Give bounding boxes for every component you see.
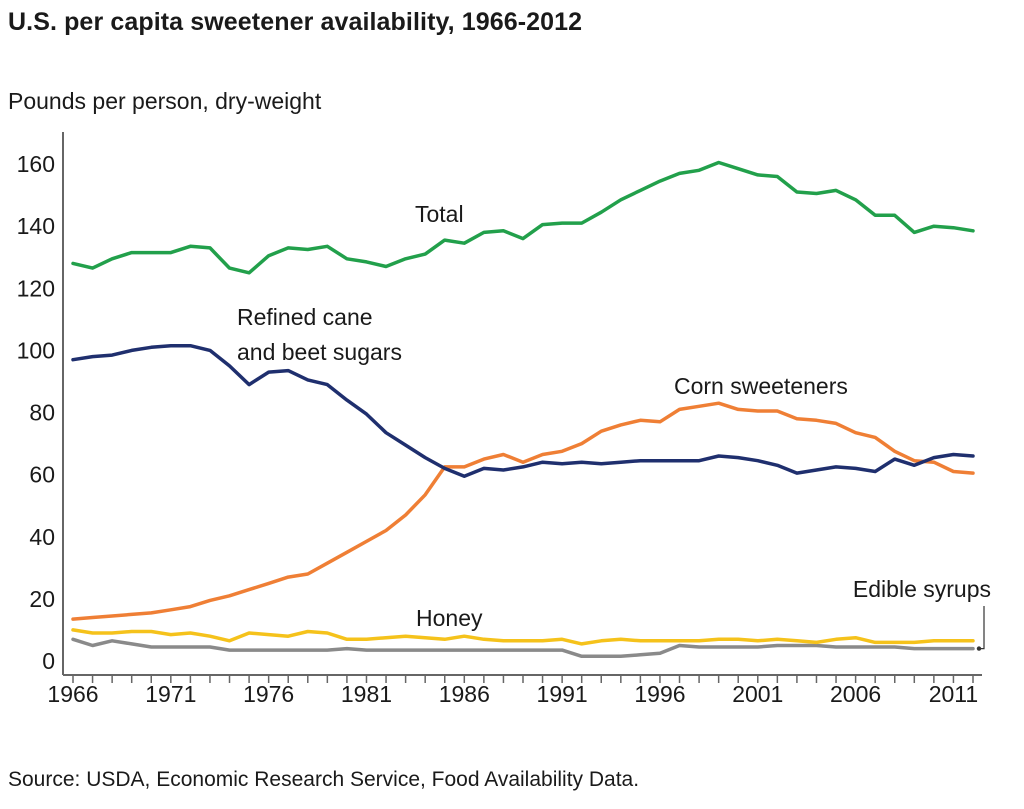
label-total: Total xyxy=(415,201,464,227)
y-tick-label: 60 xyxy=(29,462,55,488)
series-line-edible-syrups xyxy=(71,637,975,659)
y-axis-label: Pounds per person, dry-weight xyxy=(8,88,322,114)
y-tick-label: 100 xyxy=(17,337,55,363)
series-line-corn-sweeteners xyxy=(71,401,975,621)
x-tick-label: 1976 xyxy=(243,681,294,707)
x-tick-label: 2001 xyxy=(732,681,783,707)
edible-syrups-leader-dot xyxy=(976,646,982,651)
x-tick-label: 1986 xyxy=(439,681,490,707)
series-labels: Total Refined cane and beet sugars Corn swe… xyxy=(237,201,991,651)
x-tick-label: 2011 xyxy=(929,681,978,707)
x-tick-label: 1981 xyxy=(341,681,392,707)
y-tick-label: 80 xyxy=(29,400,55,426)
label-refined-sugars-line1: Refined cane xyxy=(237,304,373,330)
y-tick-label: 0 xyxy=(42,648,55,674)
series-lines xyxy=(71,160,975,659)
y-tick-label: 40 xyxy=(29,524,55,550)
y-tick-label: 160 xyxy=(17,151,55,177)
y-tick-label: 140 xyxy=(17,213,55,239)
label-edible-syrups: Edible syrups xyxy=(853,576,991,602)
edible-syrups-leader-line xyxy=(979,606,985,650)
source-note: Source: USDA, Economic Research Service,… xyxy=(8,768,640,791)
axes: 0 20 40 60 80 100 120 140 160 1966 1971 1976 1981 198… xyxy=(17,132,982,707)
x-tick-label: 2006 xyxy=(830,681,881,707)
series-line-refined-cane-and-beet-sugars xyxy=(71,343,975,478)
x-tick-label: 1971 xyxy=(145,681,196,707)
x-tick-label: 1966 xyxy=(47,681,98,707)
y-tick-label: 20 xyxy=(29,586,55,612)
label-honey: Honey xyxy=(416,605,483,631)
series-line-honey xyxy=(71,628,975,646)
x-tick-label: 1996 xyxy=(634,681,685,707)
y-tick-label: 120 xyxy=(17,275,55,301)
label-refined-sugars-line2: and beet sugars xyxy=(237,339,402,365)
x-tick-label: 1991 xyxy=(537,681,588,707)
series-line-total xyxy=(71,160,975,275)
label-corn-sweeteners: Corn sweeteners xyxy=(674,373,848,399)
chart-title: U.S. per capita sweetener availability, … xyxy=(8,8,583,36)
